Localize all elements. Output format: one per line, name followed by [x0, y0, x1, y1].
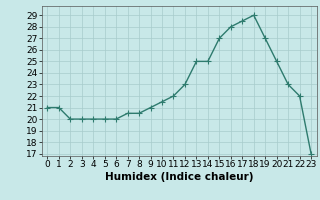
X-axis label: Humidex (Indice chaleur): Humidex (Indice chaleur)	[105, 172, 253, 182]
